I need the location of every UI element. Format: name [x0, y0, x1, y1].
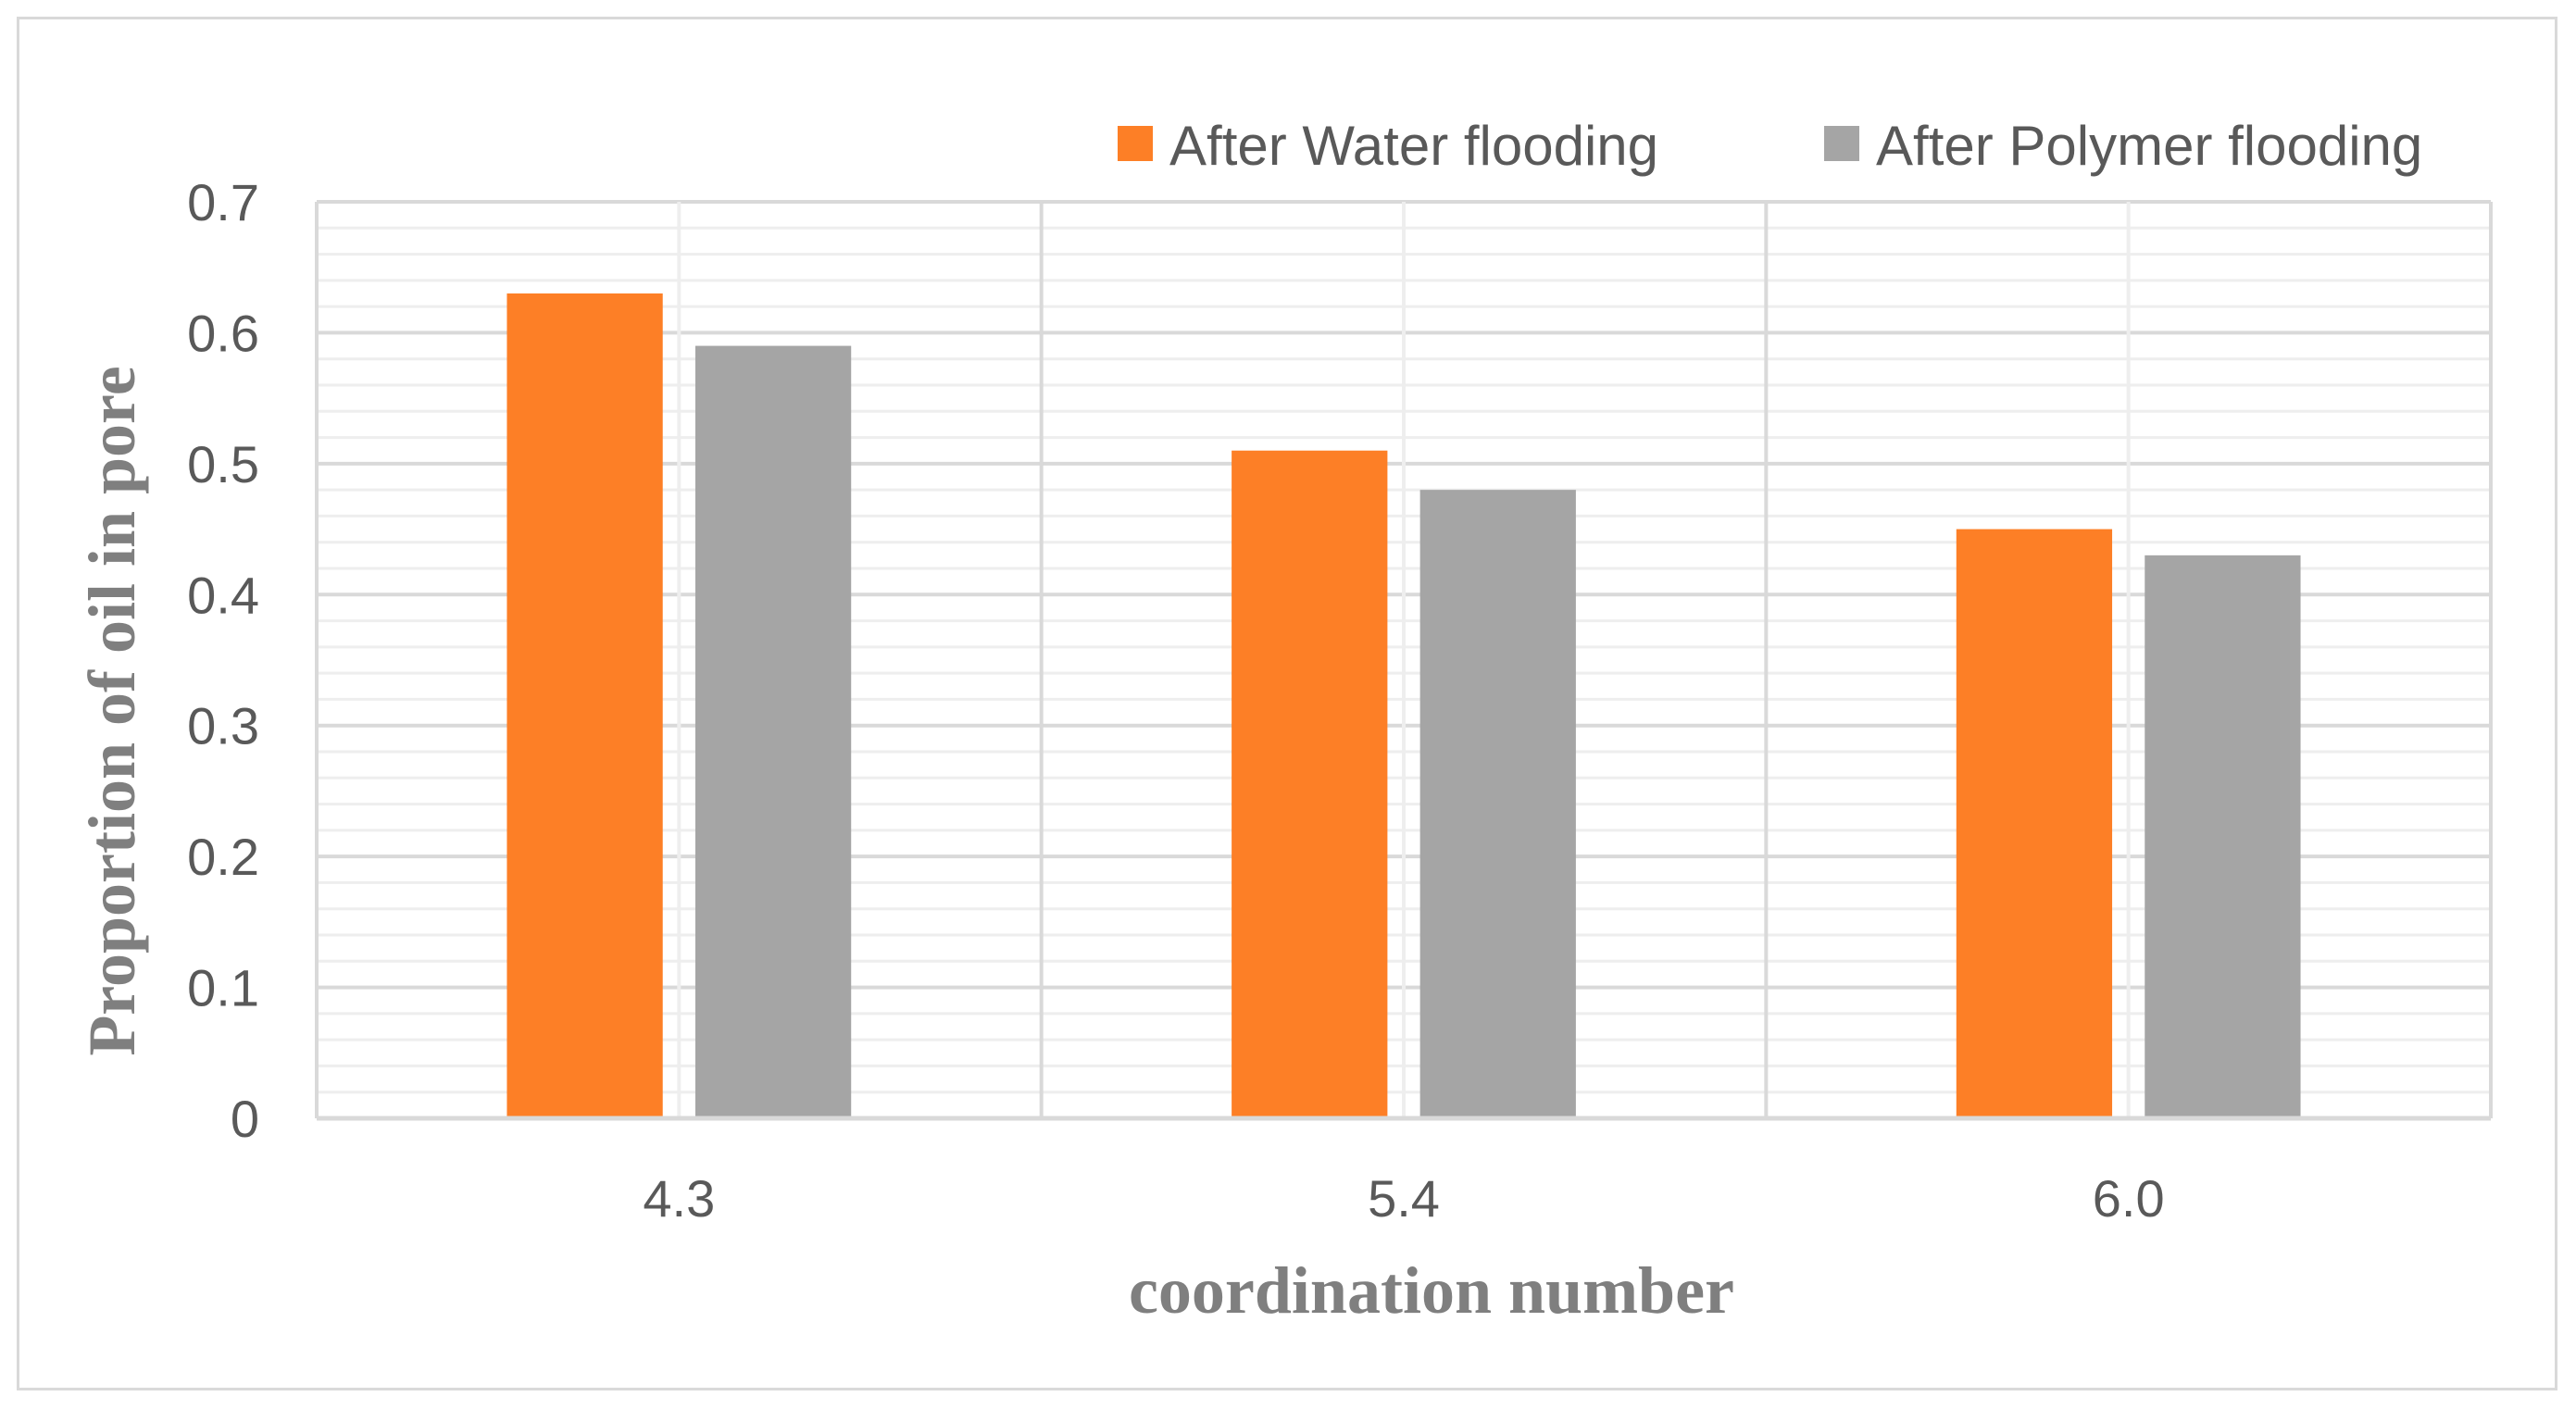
legend-label-water-flooding: After Water flooding — [1169, 115, 1658, 177]
x-tick-label: 5.4 — [1368, 1169, 1440, 1228]
x-tick-label: 4.3 — [643, 1169, 715, 1228]
bar-polymer-6.0 — [2145, 555, 2301, 1118]
y-axis-title: Proportion of oil in pore — [75, 366, 149, 1055]
y-tick-label: 0.7 — [187, 173, 259, 231]
bar-water-6.0 — [1956, 529, 2113, 1118]
bars — [506, 293, 2301, 1119]
bar-polymer-5.4 — [1419, 490, 1576, 1118]
y-tick-label: 0.4 — [187, 566, 259, 624]
bar-water-4.3 — [506, 293, 663, 1118]
x-axis-title: coordination number — [1129, 1253, 1734, 1328]
legend-swatch-water-flooding — [1118, 126, 1153, 161]
x-tick-label: 6.0 — [2093, 1169, 2165, 1228]
grid-lines — [315, 200, 2493, 1118]
legend: After Water flooding After Polymer flood… — [1118, 115, 2422, 177]
legend-swatch-polymer-flooding — [1824, 126, 1859, 161]
y-tick-label: 0.2 — [187, 828, 259, 886]
bar-polymer-4.3 — [694, 345, 852, 1119]
legend-label-polymer-flooding: After Polymer flooding — [1876, 115, 2422, 177]
y-tick-label: 0 — [231, 1090, 259, 1148]
y-tick-label: 0.1 — [187, 959, 259, 1017]
y-tick-label: 0.6 — [187, 304, 259, 362]
y-tick-label: 0.5 — [187, 435, 259, 493]
bar-water-5.4 — [1232, 450, 1388, 1118]
axes: 0 0.1 0.2 0.3 0.4 0.5 0.6 0.7 4.3 5.4 6.0 — [187, 173, 2491, 1228]
y-tick-label: 0.3 — [187, 697, 259, 755]
